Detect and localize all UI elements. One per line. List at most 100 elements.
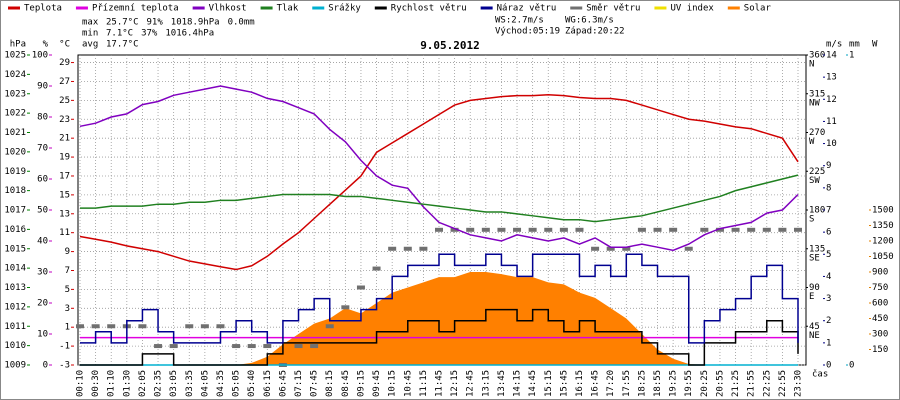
stat-label: max (82, 18, 99, 28)
wind-direction-dot (403, 246, 412, 251)
y-tick-label: 27 (59, 77, 70, 87)
stat-value: 1016.4hPa (165, 29, 214, 39)
y-tick-label: 50 (37, 206, 48, 216)
x-tick-label: 08:15 (325, 370, 335, 397)
y-tick-label: 1500 (872, 206, 894, 216)
x-tick-label: 02:05 (138, 370, 148, 397)
y-tick-label: 1014 (4, 264, 26, 274)
stat-value: 37% (141, 29, 158, 39)
y-tick-label: 80 (37, 113, 48, 123)
wind-direction-dot (513, 227, 522, 232)
x-tick-label: 07:15 (294, 370, 304, 397)
wind-direction-dot (76, 324, 84, 329)
y-tick-label: 900 (872, 268, 888, 278)
wind-info: WG:6.3m/s (565, 16, 614, 26)
y-tick-label: 1 (826, 338, 831, 348)
x-tick-label: 10:45 (403, 370, 413, 397)
y-tick-label: 1020 (4, 147, 26, 157)
wind-direction-dot (637, 227, 646, 232)
y-tick-label: 60 (37, 175, 48, 185)
y-tick-label: 5 (826, 250, 831, 260)
y-tick-label: 5 (65, 285, 70, 295)
wind-direction-dot (232, 344, 241, 349)
wind-info: WS:2.7m/s (495, 16, 544, 26)
y-tick-label: 13 (826, 73, 837, 83)
wind-direction-dot (653, 227, 662, 232)
y-tick-label: 1019 (4, 167, 26, 177)
y-tick-label: 8 (826, 183, 831, 193)
legend-label: Náraz větru (497, 4, 557, 14)
x-tick-label: 21:55 (747, 370, 757, 397)
x-tick-label: 15:15 (544, 370, 554, 397)
axis-unit: W (872, 40, 878, 50)
solar-area (80, 272, 798, 365)
wind-direction-dot (107, 324, 116, 329)
y-tick-label: 17 (59, 171, 70, 181)
wind-direction-dot (372, 266, 381, 271)
x-tick-label: 03:35 (185, 370, 195, 397)
compass-label: SW (809, 176, 820, 186)
y-tick-label: 1 (65, 323, 70, 333)
x-tick-label: 18:25 (637, 370, 647, 397)
y-tick-label: 1010 (4, 341, 26, 351)
compass-label: N (809, 60, 814, 70)
y-tick-label: 1021 (4, 128, 26, 138)
series-line (80, 308, 799, 366)
wind-direction-dot (294, 344, 303, 349)
x-tick-label: 20:55 (715, 370, 725, 397)
axis-unit: hPa (10, 40, 26, 50)
y-tick-label: 13 (59, 209, 70, 219)
wind-direction-dot (669, 227, 678, 232)
stat-label: avg (82, 40, 98, 50)
wind-direction-dot (575, 227, 584, 232)
y-tick-label: 14 (826, 51, 837, 61)
legend-label: Vlhkost (209, 4, 247, 14)
x-tick-label: 04:35 (216, 370, 226, 397)
x-tick-label: 16:15 (575, 370, 585, 397)
wind-direction-dot (497, 227, 506, 232)
axis-unit: % (43, 40, 49, 50)
x-tick-label: 03:05 (169, 370, 179, 397)
x-tick-label: 02:35 (154, 370, 164, 397)
y-tick-label: 1025 (4, 51, 26, 61)
y-tick-label: 7 (826, 206, 831, 216)
stat-value: 91% (147, 18, 164, 28)
y-tick-label: 11 (59, 228, 70, 238)
wind-direction-dot (450, 227, 459, 232)
x-tick-label: 20:25 (700, 370, 710, 397)
x-tick-label: 07:45 (310, 370, 320, 397)
y-tick-label: 1013 (4, 283, 26, 293)
y-tick-label: 1050 (872, 252, 894, 262)
y-tick-label: 1018 (4, 186, 26, 196)
stat-label: min (82, 29, 98, 39)
x-tick-label: 08:45 (341, 370, 351, 397)
compass-label: NE (809, 331, 820, 341)
y-tick-label: 1200 (872, 237, 894, 247)
y-tick-label: 1023 (4, 89, 26, 99)
wind-direction-dot (419, 246, 428, 251)
y-tick-label: 1016 (4, 225, 26, 235)
wind-direction-dot (762, 227, 771, 232)
x-tick-label: 00:30 (91, 370, 101, 397)
x-tick-label: 09:45 (372, 370, 382, 397)
wind-direction-dot (91, 324, 100, 329)
y-tick-label: 600 (872, 299, 888, 309)
wind-direction-dot (684, 246, 693, 251)
sun-info: Východ:05:19 (495, 27, 560, 37)
wind-direction-dot (528, 227, 537, 232)
y-tick-label: 6 (826, 228, 831, 238)
series-line (80, 174, 799, 223)
legend-label: Rychlost větru (391, 4, 467, 14)
x-tick-label: 18:55 (653, 370, 663, 397)
wind-direction-dot (700, 227, 709, 232)
wind-direction-dot (154, 344, 163, 349)
y-tick-label: 45 (809, 322, 820, 332)
x-tick-label: 12:15 (450, 370, 460, 397)
stat-value: 7.1°C (106, 29, 133, 39)
series-line (79, 85, 799, 252)
y-tick-label: 1022 (4, 109, 26, 119)
y-tick-label: 21 (59, 134, 70, 144)
wind-direction-dot (544, 227, 553, 232)
y-tick-label: 29 (59, 58, 70, 68)
y-tick-label: 0 (43, 361, 48, 371)
